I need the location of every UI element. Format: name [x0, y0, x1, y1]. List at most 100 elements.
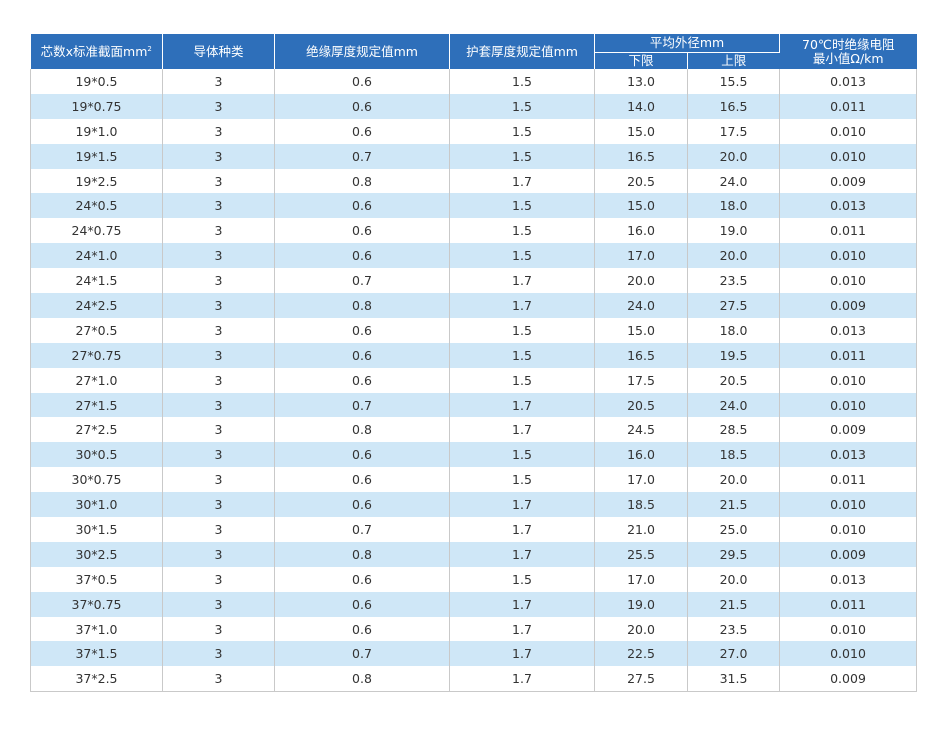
cell-diameter-upper: 24.0	[687, 392, 781, 418]
cell-diameter-upper: 28.5	[687, 417, 781, 443]
table-row: 19*1.5 3 0.7 1.5 16.5 20.0 0.010	[30, 143, 918, 169]
cell-insulation-thickness: 0.7	[274, 517, 450, 542]
cell-conductor-type: 3	[162, 492, 275, 518]
cell-sheath-thickness: 1.5	[449, 566, 595, 592]
cell-diameter-lower: 16.5	[594, 143, 688, 169]
cell-conductor-type: 3	[162, 541, 275, 567]
header-resistance-line1: 70℃时绝缘电阻	[802, 36, 895, 52]
cell-cores-section: 27*0.5	[30, 317, 163, 343]
table-row: 30*1.0 3 0.6 1.7 18.5 21.5 0.010	[30, 492, 918, 518]
header-insulation-resistance: 70℃时绝缘电阻 最小值Ω/km	[779, 34, 917, 69]
cell-conductor-type: 3	[162, 243, 275, 269]
cell-insulation-thickness: 0.6	[274, 193, 450, 219]
table-row: 27*1.5 3 0.7 1.7 20.5 24.0 0.010	[30, 392, 918, 418]
cell-cores-section: 37*0.5	[30, 566, 163, 592]
cell-diameter-upper: 31.5	[687, 666, 781, 693]
header-cores-section-sup: 2	[147, 44, 152, 53]
cell-sheath-thickness: 1.7	[449, 541, 595, 567]
cell-min-resistance: 0.011	[779, 342, 918, 368]
spec-table-container: 芯数x标准截面mm2 导体种类 绝缘厚度规定值mm 护套厚度规定值mm 平均外径…	[30, 34, 918, 693]
cell-diameter-lower: 16.0	[594, 218, 688, 244]
cell-sheath-thickness: 1.7	[449, 492, 595, 518]
cell-diameter-upper: 24.0	[687, 168, 781, 194]
cell-cores-section: 30*0.5	[30, 442, 163, 468]
cell-insulation-thickness: 0.7	[274, 392, 450, 418]
cell-diameter-lower: 16.5	[594, 342, 688, 368]
cell-cores-section: 19*1.5	[30, 143, 163, 169]
cell-cores-section: 30*1.0	[30, 492, 163, 518]
header-upper-limit: 上限	[687, 52, 780, 69]
header-avg-outer-diameter: 平均外径mm	[594, 34, 781, 53]
cell-conductor-type: 3	[162, 317, 275, 343]
cell-diameter-lower: 17.5	[594, 367, 688, 393]
table-row: 27*0.75 3 0.6 1.5 16.5 19.5 0.011	[30, 342, 918, 368]
cell-conductor-type: 3	[162, 218, 275, 244]
cell-conductor-type: 3	[162, 417, 275, 443]
cell-conductor-type: 3	[162, 293, 275, 318]
cell-insulation-thickness: 0.6	[274, 467, 450, 493]
cell-sheath-thickness: 1.7	[449, 392, 595, 418]
table-header: 芯数x标准截面mm2 导体种类 绝缘厚度规定值mm 护套厚度规定值mm 平均外径…	[30, 34, 917, 69]
cell-sheath-thickness: 1.5	[449, 69, 595, 94]
cell-diameter-lower: 25.5	[594, 541, 688, 567]
cell-cores-section: 30*2.5	[30, 541, 163, 567]
cell-sheath-thickness: 1.5	[449, 442, 595, 468]
header-cores-section: 芯数x标准截面mm2	[30, 34, 163, 69]
cell-insulation-thickness: 0.6	[274, 93, 450, 119]
cell-conductor-type: 3	[162, 268, 275, 294]
cell-conductor-type: 3	[162, 143, 275, 169]
table-row: 24*1.0 3 0.6 1.5 17.0 20.0 0.010	[30, 243, 918, 269]
cell-diameter-upper: 20.0	[687, 467, 781, 493]
cell-conductor-type: 3	[162, 342, 275, 368]
cell-min-resistance: 0.013	[779, 442, 918, 468]
cell-insulation-thickness: 0.7	[274, 143, 450, 169]
cell-diameter-lower: 20.5	[594, 168, 688, 194]
cell-diameter-upper: 16.5	[687, 93, 781, 119]
cell-sheath-thickness: 1.5	[449, 193, 595, 219]
cell-insulation-thickness: 0.8	[274, 417, 450, 443]
cell-diameter-lower: 24.0	[594, 293, 688, 318]
cell-diameter-upper: 20.0	[687, 566, 781, 592]
cell-cores-section: 27*0.75	[30, 342, 163, 368]
cell-cores-section: 19*2.5	[30, 168, 163, 194]
cell-insulation-thickness: 0.6	[274, 591, 450, 617]
cell-cores-section: 24*1.0	[30, 243, 163, 269]
cell-sheath-thickness: 1.7	[449, 517, 595, 542]
cell-conductor-type: 3	[162, 392, 275, 418]
table-row: 24*1.5 3 0.7 1.7 20.0 23.5 0.010	[30, 268, 918, 294]
cell-cores-section: 37*2.5	[30, 666, 163, 693]
cell-diameter-lower: 20.0	[594, 616, 688, 642]
cell-cores-section: 24*1.5	[30, 268, 163, 294]
cell-diameter-upper: 18.0	[687, 317, 781, 343]
cell-sheath-thickness: 1.7	[449, 666, 595, 693]
cell-diameter-upper: 27.5	[687, 293, 781, 318]
cell-insulation-thickness: 0.7	[274, 268, 450, 294]
cell-min-resistance: 0.010	[779, 143, 918, 169]
table-row: 37*0.75 3 0.6 1.7 19.0 21.5 0.011	[30, 591, 918, 617]
cell-diameter-lower: 17.0	[594, 243, 688, 269]
cell-insulation-thickness: 0.6	[274, 492, 450, 518]
cell-sheath-thickness: 1.5	[449, 342, 595, 368]
cell-diameter-lower: 15.0	[594, 193, 688, 219]
cell-diameter-lower: 14.0	[594, 93, 688, 119]
cell-insulation-thickness: 0.6	[274, 118, 450, 144]
table-row: 24*0.5 3 0.6 1.5 15.0 18.0 0.013	[30, 193, 918, 219]
cell-sheath-thickness: 1.5	[449, 218, 595, 244]
cell-insulation-thickness: 0.6	[274, 566, 450, 592]
cell-cores-section: 19*0.5	[30, 69, 163, 94]
cell-sheath-thickness: 1.7	[449, 293, 595, 318]
cell-cores-section: 37*1.0	[30, 616, 163, 642]
cell-sheath-thickness: 1.5	[449, 467, 595, 493]
cell-sheath-thickness: 1.5	[449, 317, 595, 343]
cell-min-resistance: 0.013	[779, 193, 918, 219]
cell-diameter-lower: 19.0	[594, 591, 688, 617]
cell-sheath-thickness: 1.7	[449, 168, 595, 194]
cell-insulation-thickness: 0.6	[274, 218, 450, 244]
cell-diameter-lower: 21.0	[594, 517, 688, 542]
cell-conductor-type: 3	[162, 168, 275, 194]
cell-min-resistance: 0.011	[779, 467, 918, 493]
cell-min-resistance: 0.010	[779, 243, 918, 269]
cell-diameter-upper: 25.0	[687, 517, 781, 542]
cell-diameter-lower: 20.0	[594, 268, 688, 294]
cell-min-resistance: 0.010	[779, 367, 918, 393]
